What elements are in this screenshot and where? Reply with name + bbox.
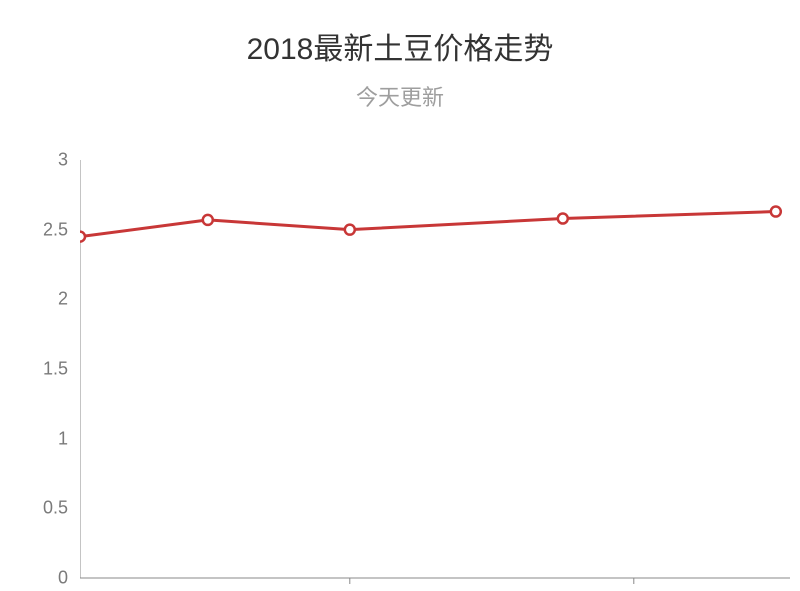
y-tick-label: 3 [58,150,68,171]
y-tick-label: 0 [58,568,68,589]
y-tick-label: 1 [58,428,68,449]
y-tick-label: 2 [58,289,68,310]
chart-container: { "title": { "text": "2018最新土豆价格走势", "fo… [0,0,800,591]
y-tick-label: 1.5 [43,359,68,380]
chart-subtitle: 今天更新 [0,80,800,112]
chart-plot-area: 00.511.522.53 [80,160,790,578]
y-tick-label: 0.5 [43,498,68,519]
chart-svg [80,160,790,591]
chart-title: 2018最新土豆价格走势 [0,24,800,68]
y-tick-label: 2.5 [43,219,68,240]
